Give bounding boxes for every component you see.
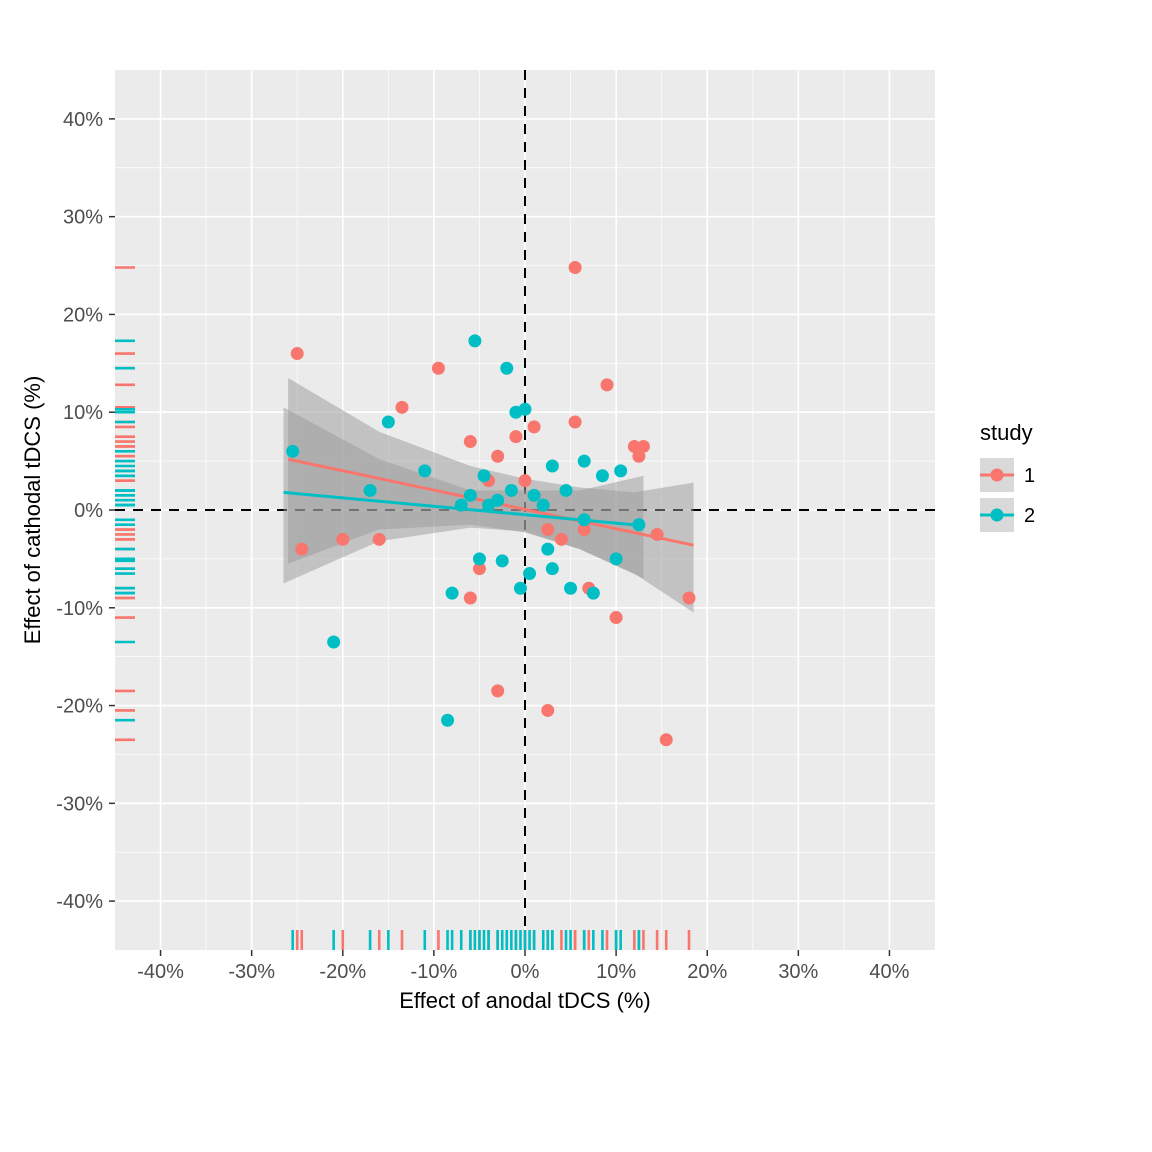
data-point <box>441 714 454 727</box>
data-point <box>509 430 522 443</box>
data-point <box>596 469 609 482</box>
data-point <box>601 378 614 391</box>
data-point <box>523 567 536 580</box>
scatter-chart: -40%-30%-20%-10%0%10%20%30%40%-40%-30%-2… <box>0 0 1152 1152</box>
data-point <box>569 261 582 274</box>
data-point <box>491 684 504 697</box>
data-point <box>500 362 513 375</box>
data-point <box>541 523 554 536</box>
data-point <box>473 552 486 565</box>
data-point <box>373 533 386 546</box>
legend-title: study <box>980 420 1033 445</box>
data-point <box>578 513 591 526</box>
data-point <box>496 554 509 567</box>
data-point <box>382 416 395 429</box>
y-axis-title: Effect of cathodal tDCS (%) <box>20 376 45 645</box>
data-point <box>468 334 481 347</box>
data-point <box>519 474 532 487</box>
x-tick-label: -20% <box>319 961 366 983</box>
x-tick-label: -10% <box>411 961 458 983</box>
x-tick-label: -30% <box>228 961 275 983</box>
y-tick-label: 30% <box>63 207 103 229</box>
legend: study 1 2 <box>980 420 1035 532</box>
data-point <box>418 464 431 477</box>
data-point <box>528 489 541 502</box>
data-point <box>291 347 304 360</box>
y-tick-label: 0% <box>74 500 103 522</box>
data-point <box>555 533 568 546</box>
x-axis-title: Effect of anodal tDCS (%) <box>399 988 651 1013</box>
data-point <box>632 518 645 531</box>
y-tick-label: -40% <box>56 891 103 913</box>
data-point <box>610 611 623 624</box>
x-tick-label: 0% <box>511 961 540 983</box>
data-point <box>537 499 550 512</box>
data-point <box>464 489 477 502</box>
data-point <box>514 582 527 595</box>
data-point <box>491 450 504 463</box>
data-point <box>569 416 582 429</box>
data-point <box>683 592 696 605</box>
y-tick-label: -20% <box>56 696 103 718</box>
data-point <box>478 469 491 482</box>
x-tick-label: 10% <box>596 961 636 983</box>
y-tick-label: 20% <box>63 304 103 326</box>
x-tick-label: -40% <box>137 961 184 983</box>
data-point <box>286 445 299 458</box>
data-point <box>519 403 532 416</box>
data-point <box>491 494 504 507</box>
legend-label: 1 <box>1024 465 1035 487</box>
data-point <box>541 543 554 556</box>
data-point <box>364 484 377 497</box>
data-point <box>560 484 573 497</box>
data-point <box>541 704 554 717</box>
data-point <box>464 592 477 605</box>
data-point <box>505 484 518 497</box>
data-point <box>660 733 673 746</box>
data-point <box>651 528 664 541</box>
data-point <box>464 435 477 448</box>
legend-key-point <box>991 469 1004 482</box>
data-point <box>446 587 459 600</box>
data-point <box>336 533 349 546</box>
data-point <box>546 460 559 473</box>
legend-key-point <box>991 509 1004 522</box>
data-point <box>528 420 541 433</box>
x-tick-label: 40% <box>869 961 909 983</box>
data-point <box>578 455 591 468</box>
data-point <box>610 552 623 565</box>
data-point <box>327 636 340 649</box>
data-point <box>295 543 308 556</box>
data-point <box>455 499 468 512</box>
data-point <box>587 587 600 600</box>
data-point <box>546 562 559 575</box>
data-point <box>637 440 650 453</box>
data-point <box>396 401 409 414</box>
y-tick-label: -10% <box>56 598 103 620</box>
x-tick-label: 30% <box>778 961 818 983</box>
data-point <box>614 464 627 477</box>
y-tick-label: 40% <box>63 109 103 131</box>
data-point <box>432 362 445 375</box>
x-tick-label: 20% <box>687 961 727 983</box>
y-tick-label: 10% <box>63 402 103 424</box>
legend-label: 2 <box>1024 505 1035 527</box>
y-tick-label: -30% <box>56 793 103 815</box>
data-point <box>564 582 577 595</box>
